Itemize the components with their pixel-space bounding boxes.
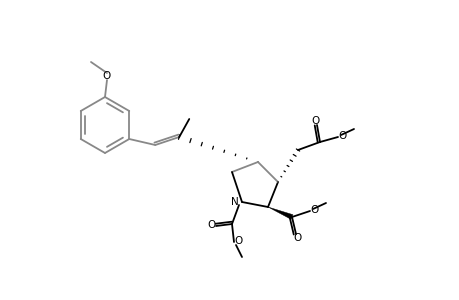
Text: O: O [310,205,319,215]
Text: O: O [207,220,216,230]
Polygon shape [268,207,292,219]
Text: O: O [311,116,319,126]
Text: O: O [103,71,111,81]
Text: O: O [293,233,302,243]
Text: O: O [338,131,347,141]
Text: O: O [235,236,243,246]
Text: N: N [230,197,238,207]
